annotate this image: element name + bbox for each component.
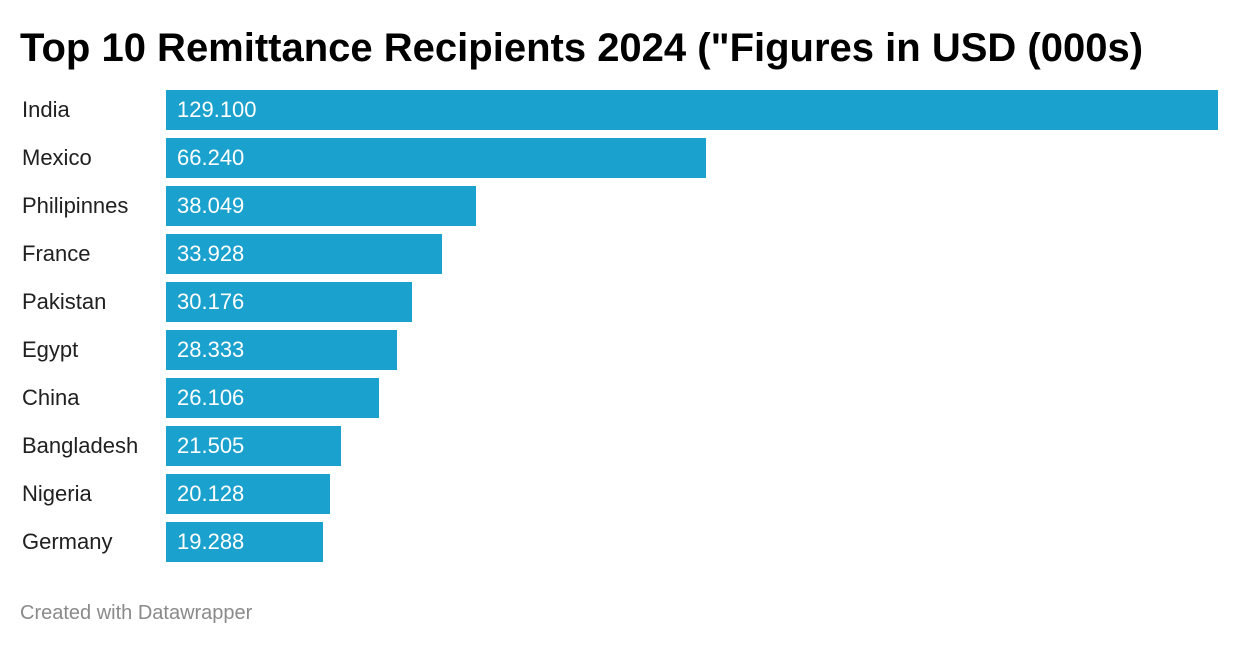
bar-value-label: 21.505 xyxy=(177,433,245,458)
bar-value-label: 129.100 xyxy=(177,97,257,122)
category-label: Philipinnes xyxy=(22,193,129,218)
category-label: Egypt xyxy=(22,337,79,362)
bar-value-label: 20.128 xyxy=(177,481,245,506)
bar-chart: India 129.100 Mexico 66.240 Philipinnes 38.04… xyxy=(22,90,1218,562)
category-label: Pakistan xyxy=(22,289,107,314)
bar xyxy=(166,90,1218,130)
bar xyxy=(166,330,397,370)
bar-value-label: 30.176 xyxy=(177,289,245,314)
bar-value-label: 38.049 xyxy=(177,193,245,218)
category-label: France xyxy=(22,241,91,266)
bar-value-label: 26.106 xyxy=(177,385,245,410)
bar xyxy=(166,234,442,274)
bar-value-label: 19.288 xyxy=(177,529,245,554)
bar-value-label: 33.928 xyxy=(177,241,245,266)
bar xyxy=(166,474,330,514)
chart-title: Top 10 Remittance Recipients 2024 ("Figu… xyxy=(20,26,1144,70)
category-label: Germany xyxy=(22,529,113,554)
bar-value-label: 28.333 xyxy=(177,337,245,362)
category-label: Bangladesh xyxy=(22,433,139,458)
category-label: Nigeria xyxy=(22,481,92,506)
bar xyxy=(166,282,412,322)
bar xyxy=(166,186,476,226)
category-label: Mexico xyxy=(22,145,92,170)
bar xyxy=(166,138,706,178)
category-label: India xyxy=(22,97,70,122)
category-label: China xyxy=(22,385,80,410)
bar-value-label: 66.240 xyxy=(177,145,245,170)
footer-credit: Created with Datawrapper xyxy=(20,602,253,624)
bar xyxy=(166,522,323,562)
bar xyxy=(166,378,379,418)
bar xyxy=(166,426,341,466)
